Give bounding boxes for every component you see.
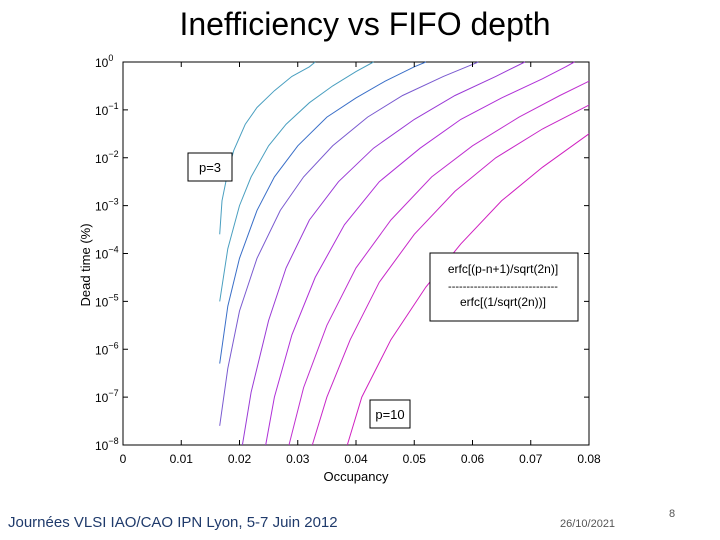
series-line-p3 [219,61,316,235]
x-tick-label: 0.05 [403,452,427,466]
series-line-p4 [219,61,374,302]
series-line-p10 [311,104,590,446]
y-tick-label: 10−2 [95,149,119,166]
series-line-p5 [219,61,427,364]
y-tick-label: 10−6 [95,340,119,357]
y-tick-label: 100 [95,53,113,70]
footer-conference: Journées VLSI IAO/CAO IPN Lyon, 5-7 Juin… [8,514,338,531]
x-axis-ticks: 0 0.01 0.02 0.03 0.04 0.05 0.06 0.07 0.08 [120,62,601,466]
formula-box [429,252,579,322]
annotation-p10-box [369,399,411,429]
page-number: 8 [669,508,676,520]
x-tick-label: 0.07 [519,452,543,466]
x-tick-label: 0.01 [170,452,194,466]
y-tick-label: 10−7 [95,388,119,405]
footer-date: 26/10/2021 [560,518,616,530]
y-tick-label: 10−5 [95,292,119,309]
formula-denominator: erfc[(1/sqrt(2n))] [460,295,546,309]
series-line-p6 [219,61,479,426]
annotation-p10: p=10 [375,407,404,422]
slide-title: Inefficiency vs FIFO depth [179,6,551,42]
x-tick-label: 0 [120,452,127,466]
x-tick-label: 0.06 [461,452,485,466]
x-tick-label: 0.02 [228,452,252,466]
y-tick-label: 10−1 [95,101,119,118]
y-axis-label: Dead time (%) [78,223,93,306]
y-tick-label: 10−8 [95,436,119,453]
x-tick-label: 0.03 [286,452,310,466]
formula-numerator: erfc[(p-n+1)/sqrt(2n)] [448,262,558,276]
series-line-p7 [241,61,526,446]
y-tick-label: 10−3 [95,197,119,214]
formula-divider: ------------------------------ [448,281,558,293]
x-tick-label: 0.08 [577,452,601,466]
series-line-p9 [288,80,590,446]
annotation-p3: p=3 [199,160,221,175]
y-tick-label: 10−4 [95,245,119,262]
x-axis-label: Occupancy [323,469,389,484]
series-line-p8 [265,61,575,446]
series-group [219,61,590,446]
x-tick-label: 0.04 [344,452,368,466]
annotation-p3-box [187,152,233,182]
